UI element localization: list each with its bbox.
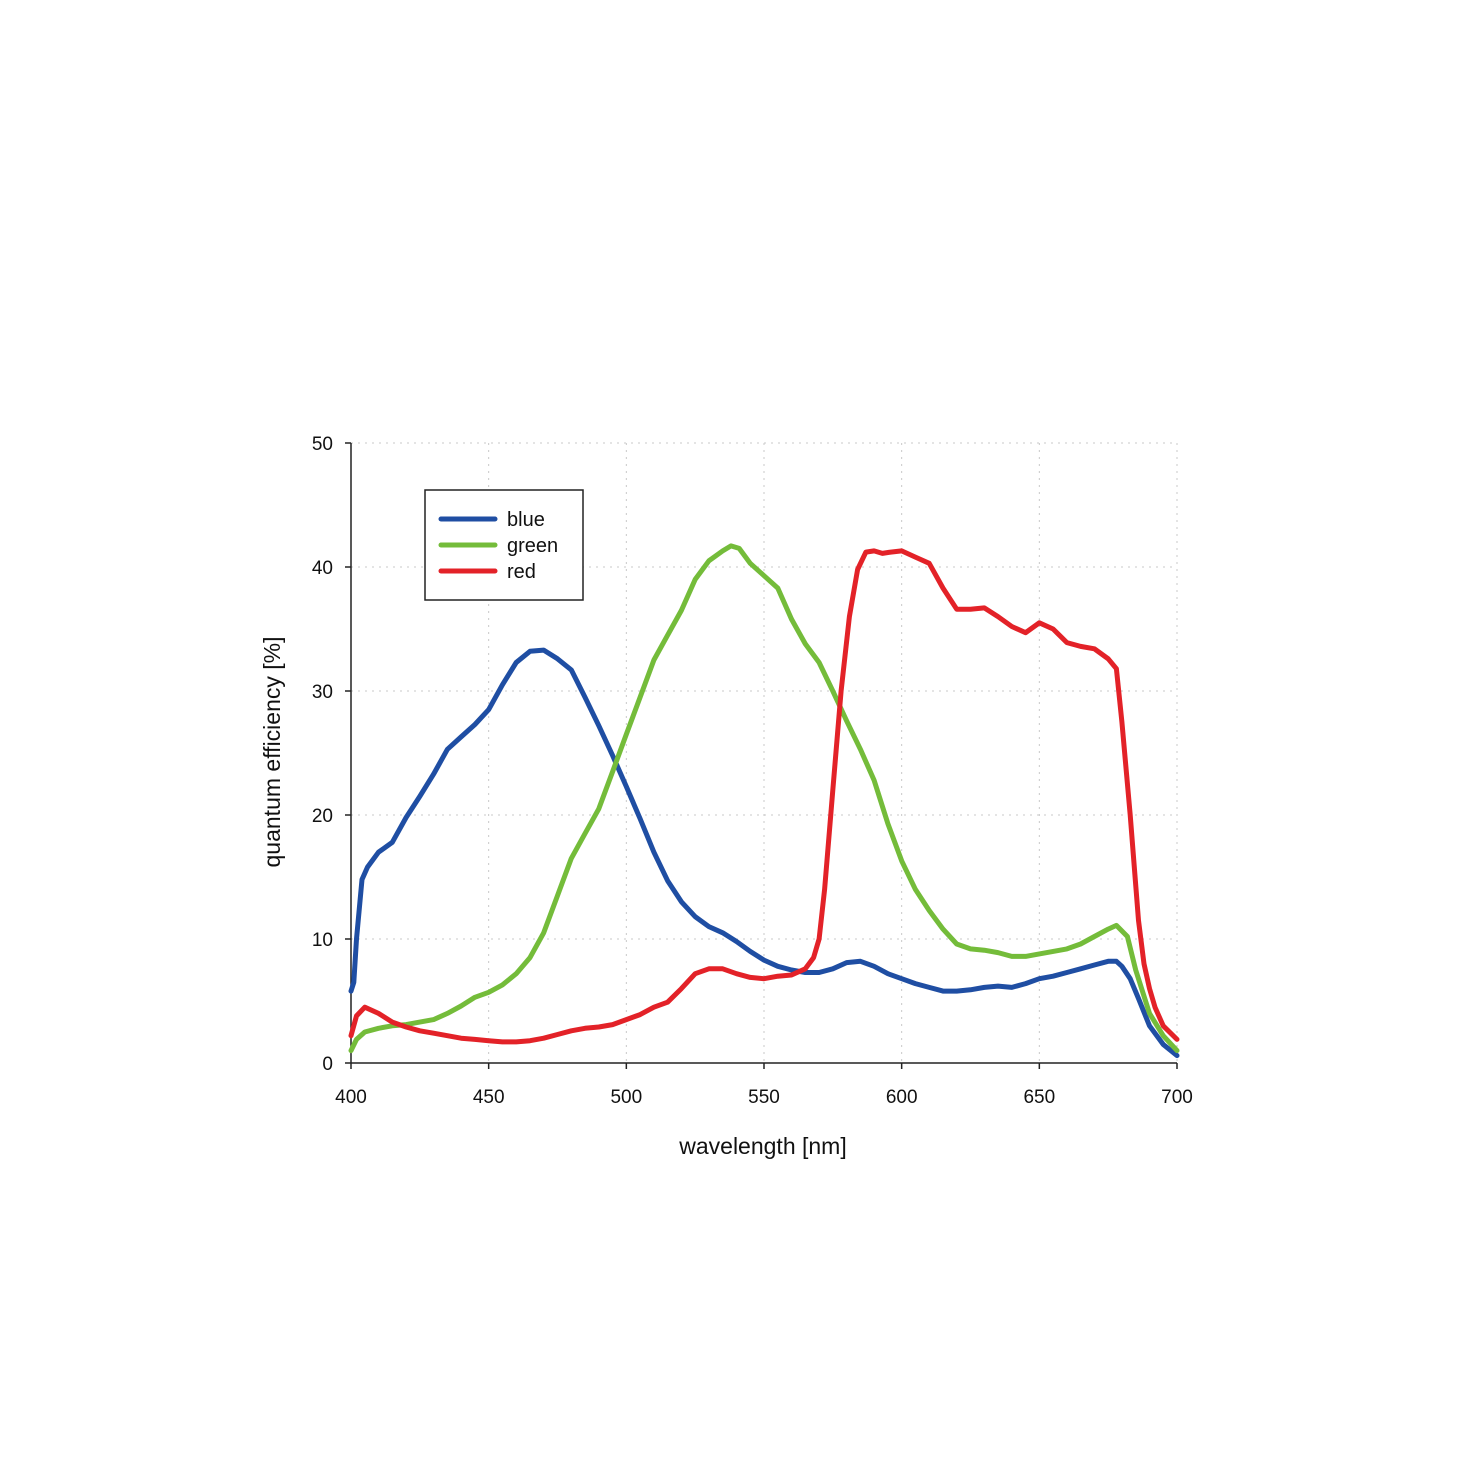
x-tick-label: 550 <box>748 1087 780 1108</box>
series-line-blue <box>348 647 1180 1059</box>
tick-labels: 400 450 500 550 600 650 700 0 10 20 30 40 50 <box>312 434 1193 1108</box>
x-tick-label: 500 <box>610 1087 642 1108</box>
x-axis-title: wavelength [nm] <box>678 1133 846 1159</box>
y-tick-label: 30 <box>312 682 333 703</box>
legend-label-red: red <box>507 561 536 583</box>
series-lines <box>348 543 1180 1059</box>
legend-label-green: green <box>507 535 558 557</box>
y-tick-label: 0 <box>322 1054 333 1075</box>
x-tick-label: 600 <box>886 1087 918 1108</box>
x-tick-label: 700 <box>1161 1087 1193 1108</box>
x-tick-label: 400 <box>335 1087 367 1108</box>
y-axis-title: quantum efficiency [%] <box>259 637 285 868</box>
y-tick-label: 20 <box>312 806 333 827</box>
legend-label-blue: blue <box>507 509 545 531</box>
series-line-green <box>348 543 1180 1054</box>
y-tick-label: 10 <box>312 930 333 951</box>
axes <box>345 442 1178 1069</box>
series-line-red <box>348 548 1180 1045</box>
grid <box>351 442 1178 1063</box>
legend: blue green red <box>424 489 584 601</box>
x-tick-label: 650 <box>1023 1087 1055 1108</box>
y-tick-label: 50 <box>312 434 333 455</box>
y-tick-label: 40 <box>312 558 333 579</box>
x-tick-label: 450 <box>473 1087 505 1108</box>
